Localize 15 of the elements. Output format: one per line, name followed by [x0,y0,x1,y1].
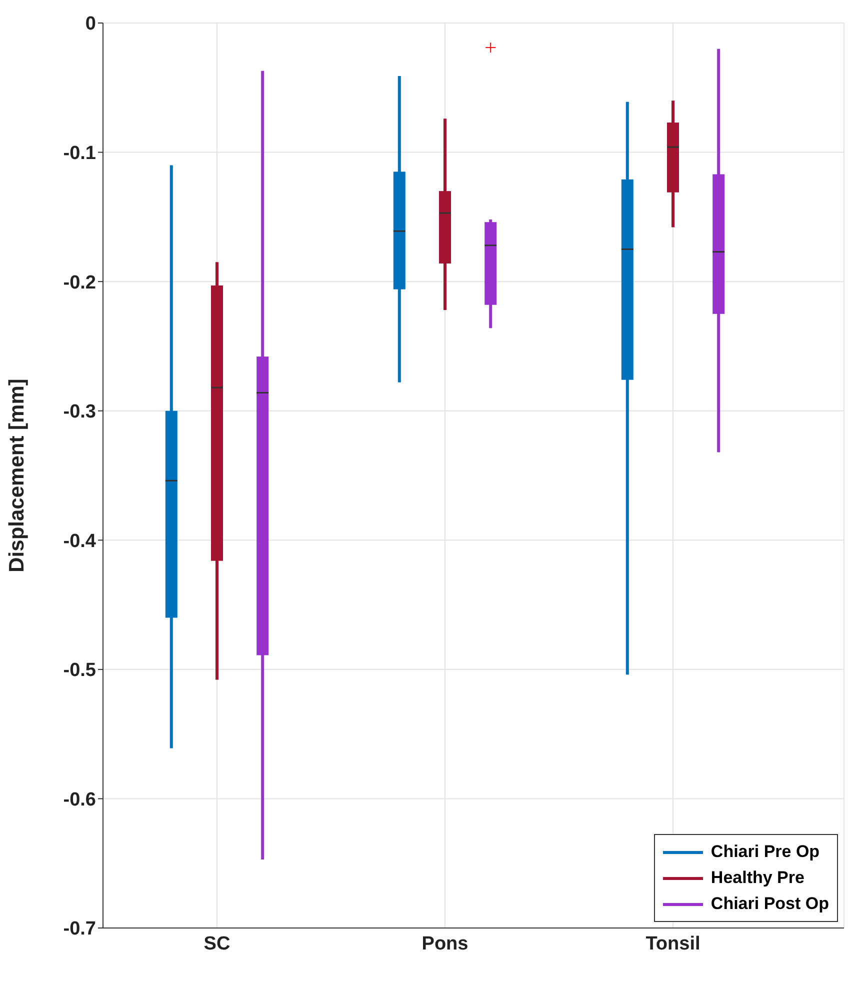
x-tick-label: Pons [422,933,468,954]
x-tick-label: SC [204,933,230,954]
y-tick-label: -0.1 [63,143,96,164]
y-tick-label: 0 [85,14,96,35]
y-tick-label: -0.6 [63,789,96,810]
y-tick-label: -0.7 [63,918,96,940]
x-tick-label: Tonsil [646,933,700,954]
legend-label: Healthy Pre [710,867,804,889]
legend-label: Chiari Post Op [710,893,829,915]
y-tick-label: -0.5 [63,660,96,682]
legend-label: Chiari Pre Op [710,841,820,863]
y-axis-title: Displacement [mm] [5,378,28,572]
y-tick-label: -0.2 [63,272,96,294]
y-tick-label: -0.4 [63,530,96,552]
y-tick-label: -0.3 [63,402,96,423]
